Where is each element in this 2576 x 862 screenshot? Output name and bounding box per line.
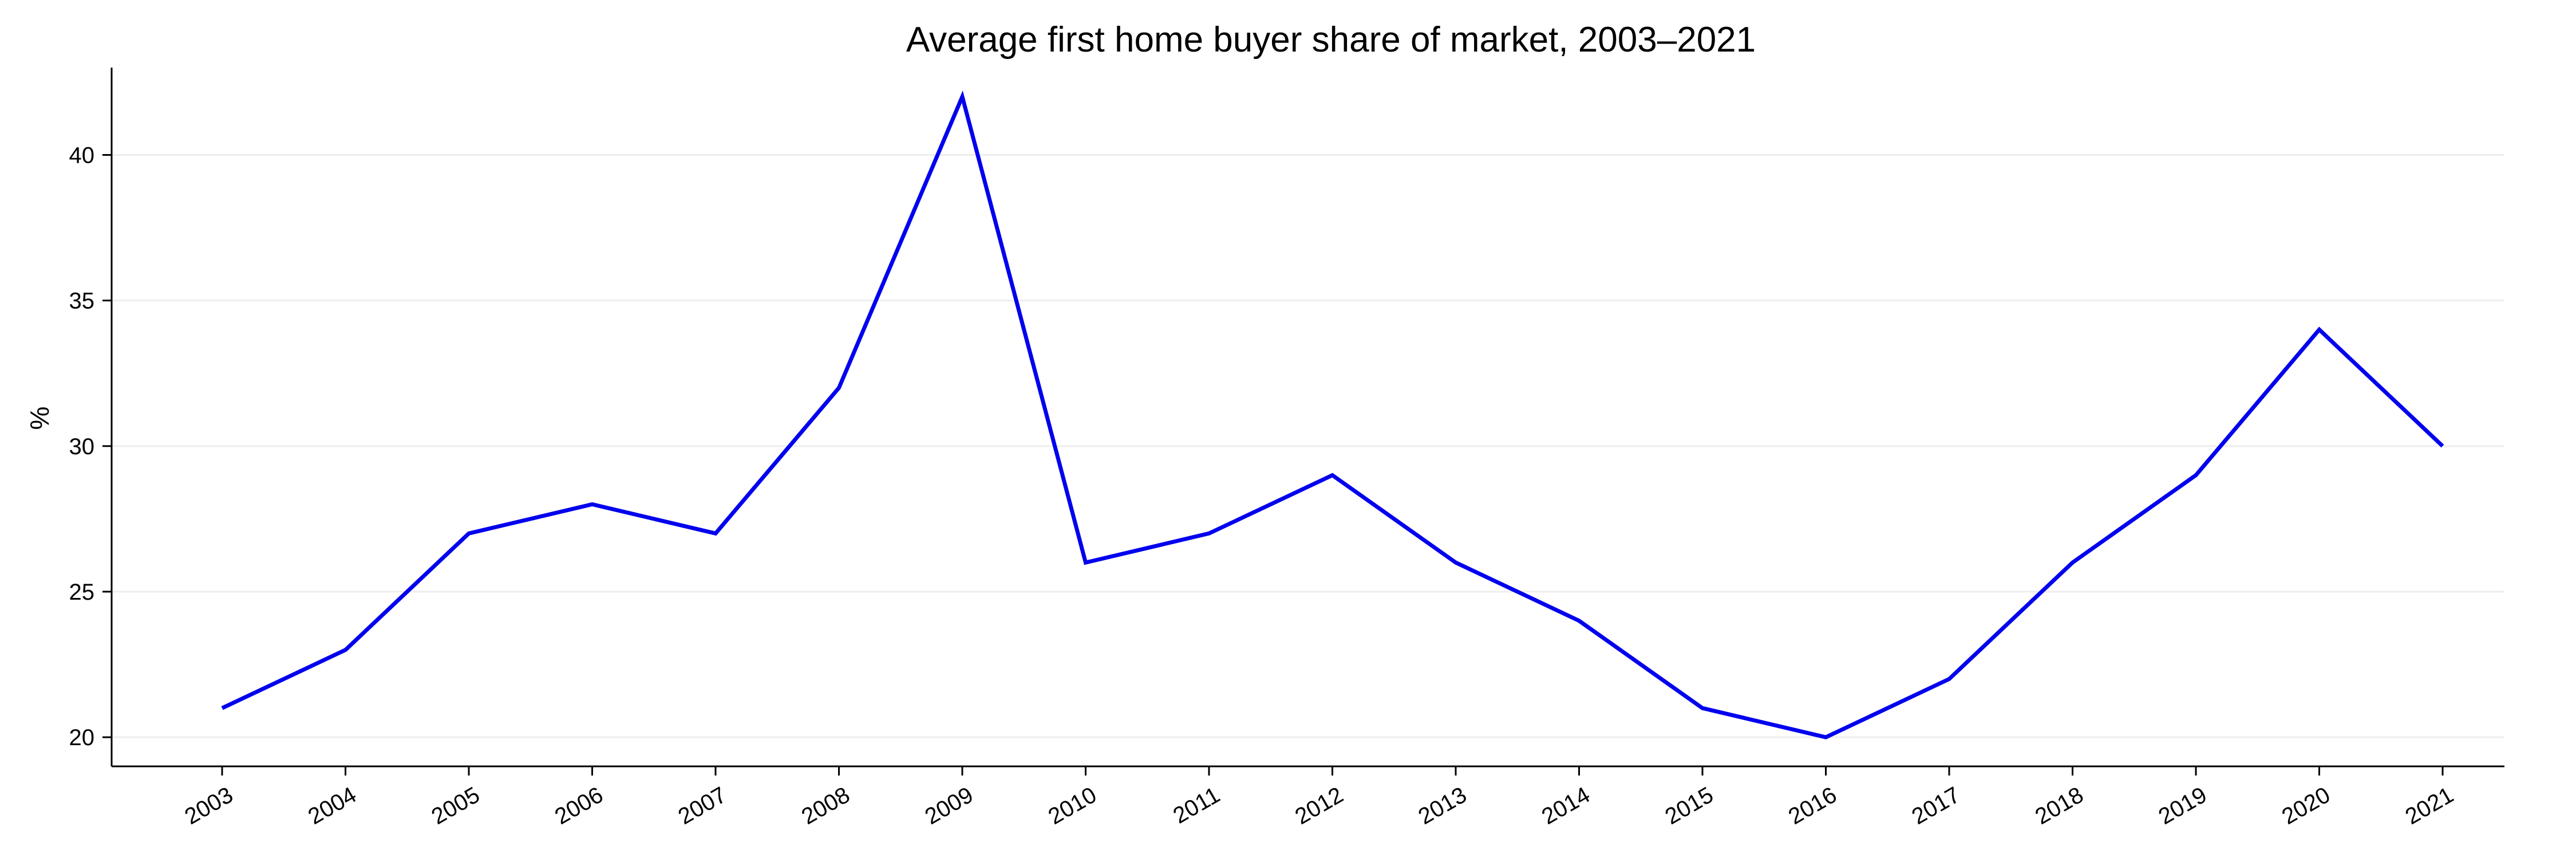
x-tick-label: 2004 (304, 782, 361, 830)
x-tick-label: 2010 (1044, 782, 1101, 830)
series-layer (221, 90, 2444, 739)
chart-title: Average first home buyer share of market… (906, 20, 1756, 60)
series-line (221, 90, 2444, 739)
y-tick-label: 30 (69, 434, 95, 459)
x-tick-label: 2007 (674, 782, 730, 830)
x-tick-label: 2013 (1414, 782, 1471, 830)
x-tick-label: 2021 (2401, 782, 2458, 830)
y-tick-label: 35 (69, 289, 95, 314)
y-tick-label: 25 (69, 580, 95, 605)
x-tick-label: 2019 (2154, 782, 2211, 830)
y-ticks: 20 25 30 35 40 (69, 143, 112, 750)
x-tick-label: 2011 (1169, 782, 1224, 829)
x-tick-label: 2020 (2278, 782, 2334, 830)
x-tick-label: 2009 (920, 782, 977, 830)
x-tick-label: 2012 (1291, 782, 1348, 830)
y-axis-label: % (25, 407, 54, 430)
x-tick-label: 2014 (1538, 782, 1594, 830)
grid-lines (112, 154, 2504, 738)
x-tick-label: 2018 (2031, 782, 2088, 830)
x-ticks: 2003 2004 2005 2006 2007 2008 2009 2010 2011 2012… (180, 766, 2458, 829)
y-tick-label: 20 (69, 725, 95, 750)
axes (110, 68, 2504, 767)
x-tick-label: 2005 (427, 782, 484, 830)
y-tick-label: 40 (69, 143, 95, 168)
x-tick-label: 2016 (1784, 782, 1841, 830)
x-tick-label: 2003 (180, 782, 237, 830)
x-tick-label: 2008 (797, 782, 854, 830)
x-tick-label: 2017 (1907, 782, 1964, 830)
x-tick-label: 2006 (551, 782, 607, 830)
x-tick-label: 2015 (1661, 782, 1717, 830)
